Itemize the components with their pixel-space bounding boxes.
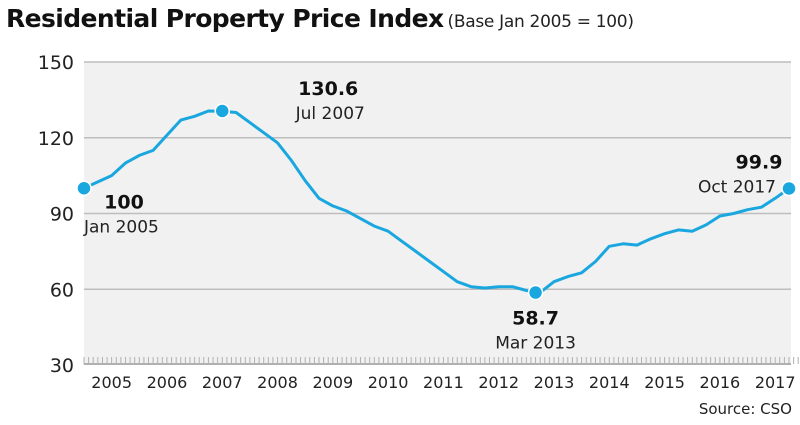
annotation-value: 58.7 bbox=[512, 308, 559, 330]
x-tick-label: 2009 bbox=[312, 373, 353, 392]
annotation-date: Mar 2013 bbox=[495, 334, 576, 354]
x-tick-label: 2006 bbox=[147, 373, 188, 392]
annotation-value: 130.6 bbox=[298, 78, 358, 100]
y-tick-label: 30 bbox=[50, 355, 74, 377]
x-tick-label: 2008 bbox=[257, 373, 298, 392]
gridlines bbox=[84, 61, 791, 290]
data-point-marker bbox=[527, 284, 544, 301]
chart-title-main: Residential Property Price Index bbox=[6, 4, 444, 33]
y-tick-label: 150 bbox=[38, 52, 74, 74]
annotation-value: 100 bbox=[104, 191, 144, 213]
chart-title: Residential Property Price Index (Base Ja… bbox=[6, 4, 634, 33]
data-point-marker bbox=[76, 180, 92, 196]
chart-subtitle: (Base Jan 2005 = 100) bbox=[447, 12, 634, 32]
source-note: Source: CSO bbox=[698, 400, 792, 418]
data-point-marker bbox=[781, 180, 797, 197]
x-tick-label: 2010 bbox=[368, 373, 409, 392]
annotation-date: Oct 2017 bbox=[698, 178, 776, 198]
series-line bbox=[82, 109, 791, 294]
annotation-value: 99.9 bbox=[736, 152, 783, 174]
y-tick-label: 60 bbox=[50, 279, 74, 301]
x-tick-label: 2013 bbox=[534, 373, 575, 392]
x-tick-label: 2012 bbox=[478, 373, 519, 392]
x-tick-label: 2016 bbox=[700, 373, 741, 392]
annotation-markers bbox=[76, 103, 797, 301]
x-axis: 2005 2006 2007 2008 2009 2010 2011 2012 2013 2014… bbox=[83, 357, 799, 392]
x-tick-label: 2007 bbox=[202, 373, 243, 392]
y-tick-label: 90 bbox=[50, 204, 74, 226]
y-tick-label: 120 bbox=[38, 128, 74, 150]
annotation-date: Jan 2005 bbox=[83, 217, 159, 237]
x-tick-label: 2011 bbox=[423, 373, 464, 392]
annotation-labels: 100 Jan 2005 130.6 Jul 2007 58.7 Mar 2013 99.9… bbox=[83, 78, 782, 354]
x-tick-label: 2015 bbox=[644, 373, 685, 392]
x-tick-label: 2017 bbox=[755, 373, 796, 392]
y-axis: 30 60 90 120 150 bbox=[38, 52, 74, 377]
data-point-marker bbox=[214, 103, 230, 119]
x-tick-label: 2014 bbox=[589, 373, 630, 392]
annotation-date: Jul 2007 bbox=[295, 104, 365, 124]
x-tick-label: 2005 bbox=[91, 373, 132, 392]
